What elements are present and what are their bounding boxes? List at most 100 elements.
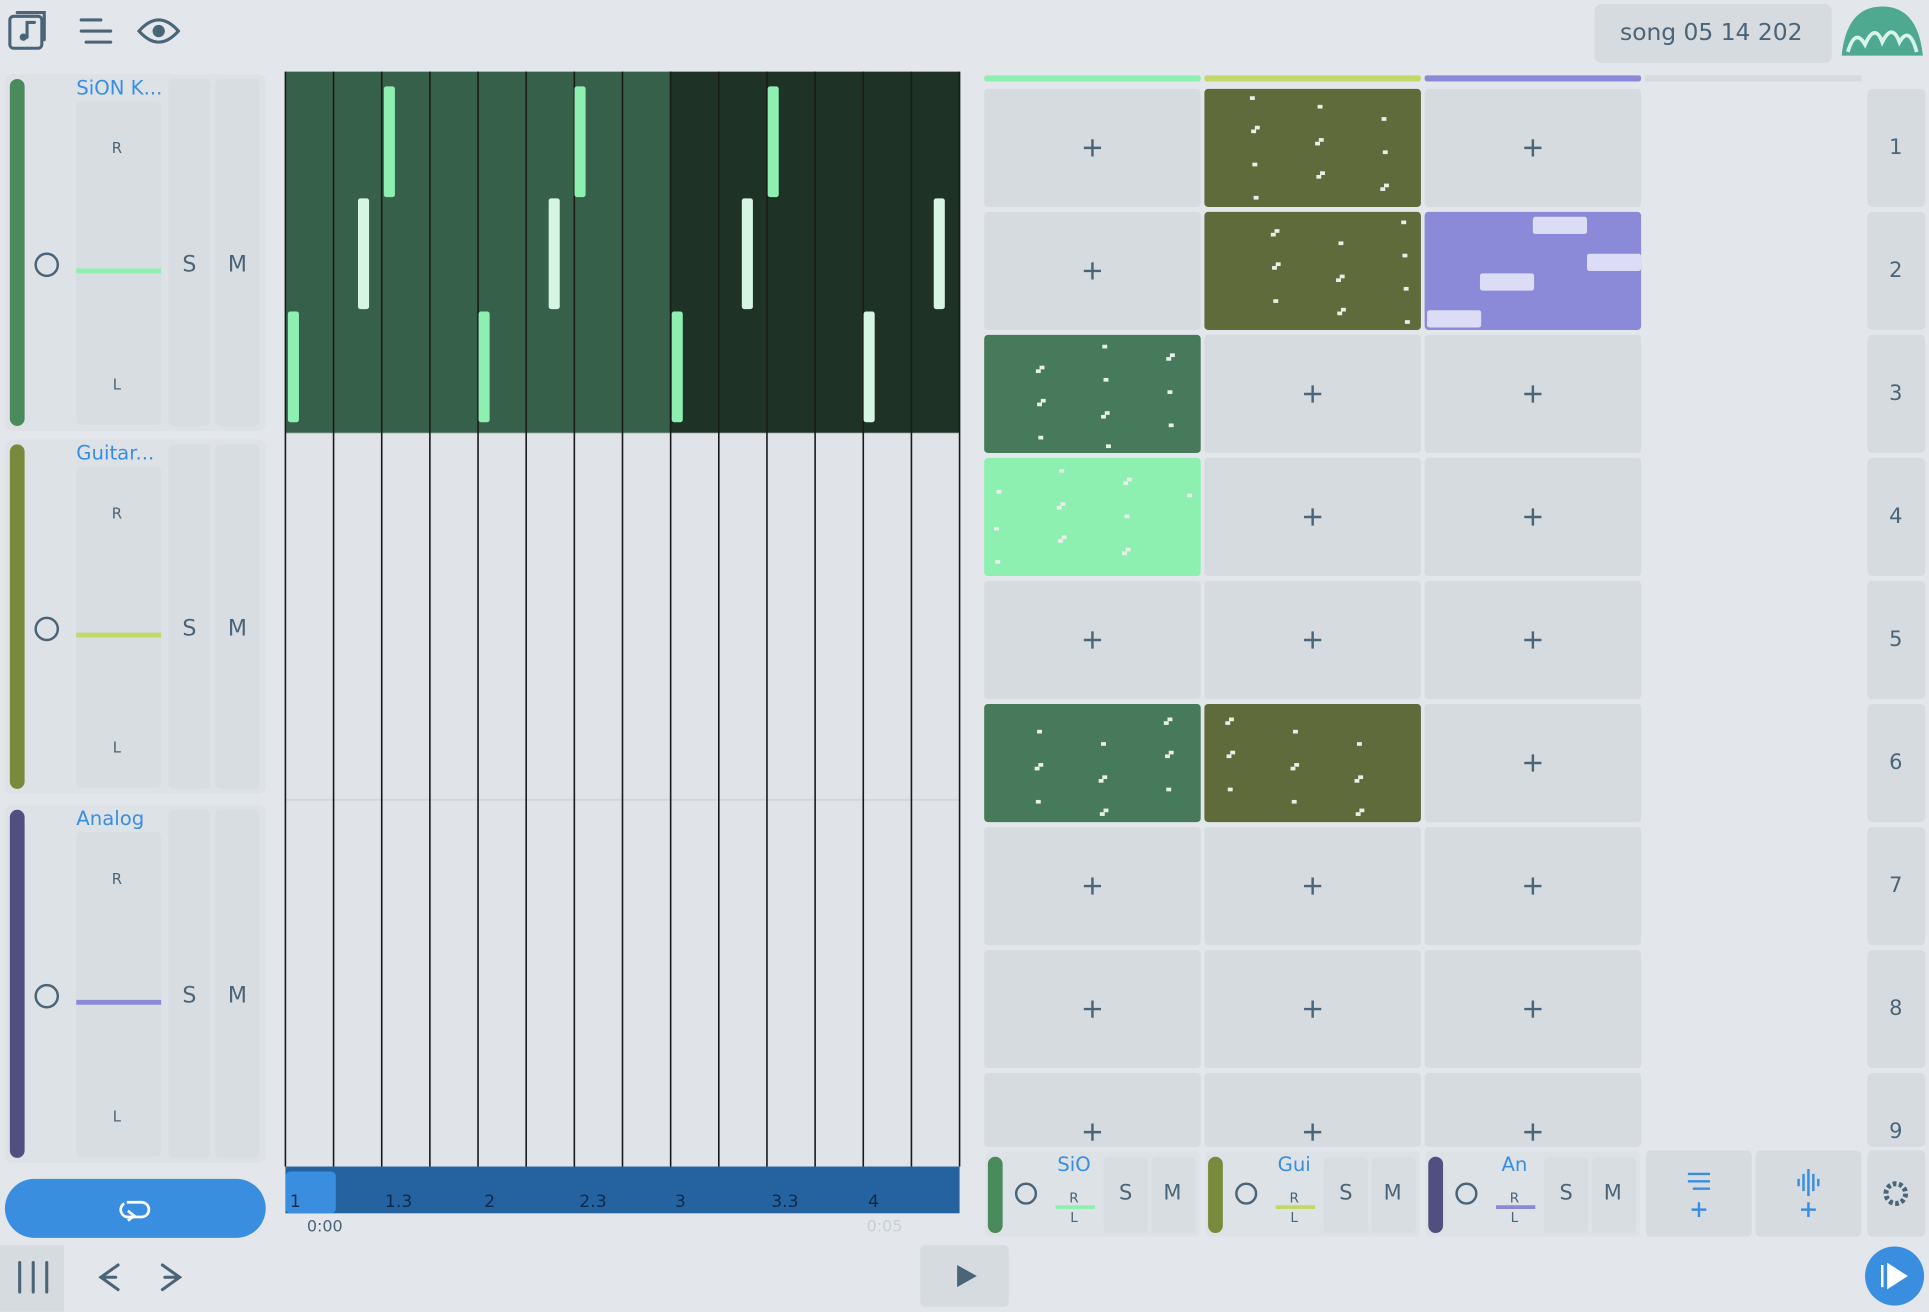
clip-note bbox=[1317, 104, 1323, 109]
strip-mute-label: M bbox=[1163, 1181, 1181, 1205]
add-clip-icon bbox=[1524, 877, 1542, 895]
scene-number[interactable]: 1 bbox=[1889, 135, 1902, 159]
solo-button[interactable]: S bbox=[182, 615, 196, 641]
strip-solo[interactable] bbox=[1543, 1156, 1589, 1233]
solo-button[interactable]: S bbox=[182, 251, 196, 277]
mute-column[interactable] bbox=[215, 444, 260, 789]
note[interactable] bbox=[548, 198, 560, 310]
clip[interactable] bbox=[984, 334, 1201, 454]
scene-number[interactable]: 7 bbox=[1889, 873, 1902, 897]
clip-note bbox=[1040, 398, 1046, 403]
scene-button[interactable] bbox=[1867, 1073, 1926, 1147]
empty-slot[interactable] bbox=[1424, 1073, 1642, 1147]
empty-slot[interactable] bbox=[1204, 1073, 1421, 1147]
scene-button[interactable] bbox=[1867, 703, 1926, 823]
clip[interactable] bbox=[1424, 211, 1642, 330]
solo-column[interactable] bbox=[168, 79, 211, 426]
strip-name[interactable]: An bbox=[1501, 1153, 1527, 1176]
scene-number[interactable]: 4 bbox=[1889, 504, 1902, 528]
pan-slider[interactable] bbox=[76, 831, 162, 1157]
library-button[interactable] bbox=[8, 11, 46, 50]
empty-slot[interactable] bbox=[984, 1073, 1201, 1147]
mute-column[interactable] bbox=[215, 79, 260, 426]
settings-button[interactable] bbox=[1867, 1150, 1926, 1237]
scene-button[interactable] bbox=[1867, 457, 1926, 577]
pan-slider[interactable] bbox=[76, 101, 162, 425]
solo-column[interactable] bbox=[168, 444, 211, 789]
strip-name[interactable]: SiO bbox=[1057, 1153, 1090, 1176]
strip-mute[interactable] bbox=[1371, 1156, 1416, 1233]
clip-note bbox=[1126, 477, 1132, 482]
clip-note bbox=[1101, 742, 1106, 746]
clip-note bbox=[1061, 535, 1067, 540]
mute-button[interactable]: M bbox=[228, 983, 247, 1009]
note[interactable] bbox=[357, 198, 370, 310]
clip-note bbox=[1121, 551, 1127, 556]
arrange-button[interactable] bbox=[79, 18, 113, 44]
clip-note bbox=[1187, 493, 1193, 498]
strip-mute[interactable] bbox=[1151, 1156, 1196, 1233]
view-button[interactable] bbox=[136, 18, 181, 44]
clip[interactable] bbox=[1204, 211, 1421, 330]
scene-button[interactable] bbox=[1867, 950, 1926, 1069]
clip-note bbox=[1056, 505, 1062, 510]
song-title[interactable]: song 05 14 202 bbox=[1620, 18, 1802, 46]
strip-solo[interactable] bbox=[1323, 1156, 1369, 1233]
note[interactable] bbox=[863, 311, 875, 423]
clip-note bbox=[1059, 469, 1065, 473]
note[interactable] bbox=[767, 86, 779, 198]
solo-column[interactable] bbox=[168, 809, 211, 1158]
track-name[interactable]: SiON K... bbox=[76, 76, 162, 99]
clip[interactable] bbox=[1204, 703, 1421, 823]
loop-button[interactable] bbox=[4, 1178, 266, 1238]
scene-button[interactable] bbox=[1867, 88, 1926, 207]
pan-left: L bbox=[113, 1108, 122, 1125]
scene-number[interactable]: 5 bbox=[1889, 627, 1902, 651]
scene-number[interactable]: 8 bbox=[1889, 996, 1902, 1020]
add-midi-track[interactable] bbox=[1646, 1150, 1752, 1237]
scene-number[interactable]: 3 bbox=[1889, 381, 1902, 405]
clip-note bbox=[1292, 729, 1298, 734]
scene-number[interactable]: 9 bbox=[1889, 1119, 1902, 1143]
clip-note bbox=[1098, 779, 1104, 783]
note[interactable] bbox=[574, 86, 586, 198]
playhead[interactable] bbox=[285, 1171, 336, 1214]
clip-note bbox=[1479, 273, 1535, 291]
redo-button[interactable] bbox=[160, 1263, 183, 1292]
title-box[interactable] bbox=[1594, 3, 1832, 64]
note[interactable] bbox=[478, 311, 490, 423]
mute-column[interactable] bbox=[215, 809, 260, 1158]
scene-button[interactable] bbox=[1867, 827, 1926, 946]
clip-note bbox=[1249, 96, 1255, 100]
add-clip-icon bbox=[1304, 385, 1322, 403]
solo-button[interactable]: S bbox=[182, 983, 196, 1009]
pan-slider[interactable] bbox=[76, 466, 162, 788]
track-name[interactable]: Analog bbox=[76, 807, 144, 830]
note[interactable] bbox=[933, 198, 945, 310]
clip-note bbox=[1105, 444, 1111, 449]
note[interactable] bbox=[287, 311, 299, 423]
clip-note bbox=[1402, 253, 1408, 258]
timeline[interactable] bbox=[285, 1166, 960, 1214]
mute-button[interactable]: M bbox=[228, 615, 247, 641]
note[interactable] bbox=[741, 198, 753, 310]
clip[interactable] bbox=[984, 457, 1201, 577]
undo-button[interactable] bbox=[98, 1263, 120, 1292]
scene-button[interactable] bbox=[1867, 211, 1926, 330]
strip-solo[interactable] bbox=[1103, 1156, 1148, 1233]
note[interactable] bbox=[383, 86, 395, 198]
track-name[interactable]: Guitar... bbox=[76, 442, 154, 465]
mute-button[interactable]: M bbox=[228, 251, 247, 277]
scene-button[interactable] bbox=[1867, 580, 1926, 700]
scene-number[interactable]: 2 bbox=[1889, 258, 1902, 282]
strip-name[interactable]: Gui bbox=[1278, 1153, 1311, 1176]
strip-mute[interactable] bbox=[1591, 1156, 1637, 1233]
scene-number[interactable]: 6 bbox=[1889, 750, 1902, 774]
add-clip-icon bbox=[1083, 139, 1102, 157]
strip-icon bbox=[1014, 1182, 1038, 1205]
app-logo[interactable] bbox=[1841, 6, 1923, 56]
note[interactable] bbox=[671, 311, 683, 423]
scene-button[interactable] bbox=[1867, 334, 1926, 454]
clip[interactable] bbox=[1204, 88, 1421, 207]
clip-note bbox=[1404, 320, 1410, 324]
